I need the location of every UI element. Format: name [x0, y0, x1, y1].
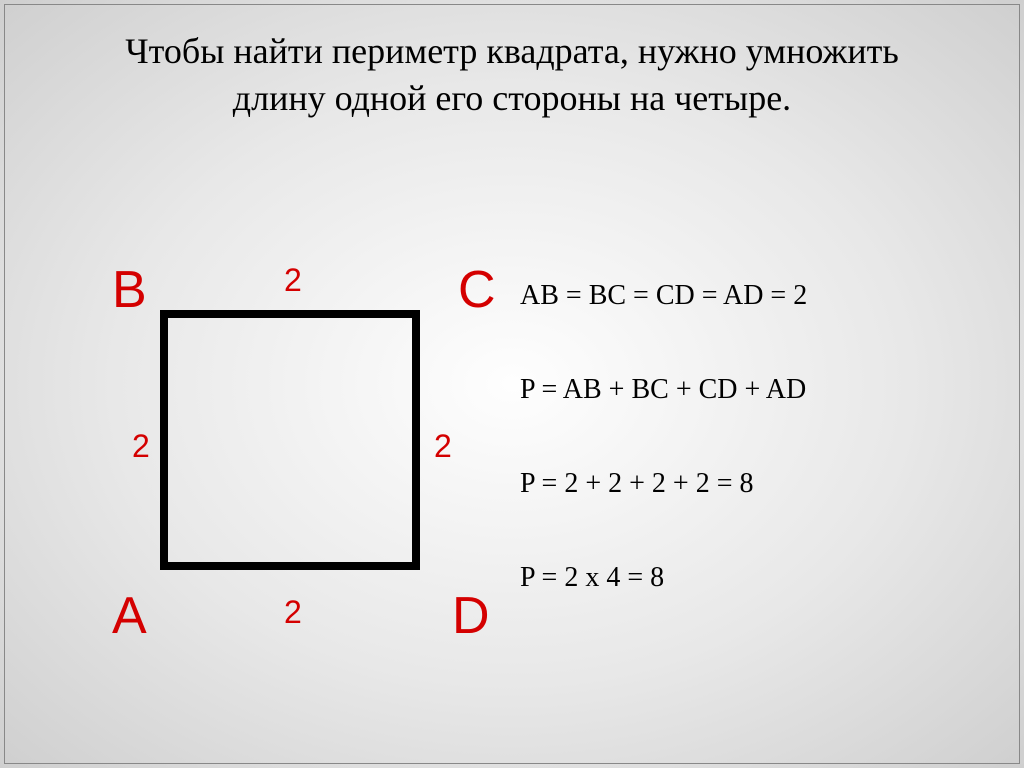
formula-perimeter-multiply: P = 2 x 4 = 8 — [520, 562, 980, 594]
vertex-D: D — [452, 586, 490, 646]
square-diagram: B C A D 2 2 2 2 — [60, 250, 460, 670]
formula-perimeter-sum-symbols: P = AB + BC + CD + AD — [520, 374, 980, 406]
slide-title: Чтобы найти периметр квадрата, нужно умн… — [0, 28, 1024, 122]
formula-equal-sides: AB = BC = CD = AD = 2 — [520, 280, 980, 312]
side-label-bottom: 2 — [284, 594, 302, 631]
side-label-right: 2 — [434, 428, 452, 465]
side-label-top: 2 — [284, 262, 302, 299]
vertex-B: B — [112, 260, 147, 320]
formula-perimeter-sum-numbers: P = 2 + 2 + 2 + 2 = 8 — [520, 468, 980, 500]
square-shape — [160, 310, 420, 570]
side-label-left: 2 — [132, 428, 150, 465]
vertex-A: A — [112, 586, 147, 646]
vertex-C: C — [458, 260, 496, 320]
formula-block: AB = BC = CD = AD = 2 P = AB + BC + CD +… — [520, 280, 980, 656]
